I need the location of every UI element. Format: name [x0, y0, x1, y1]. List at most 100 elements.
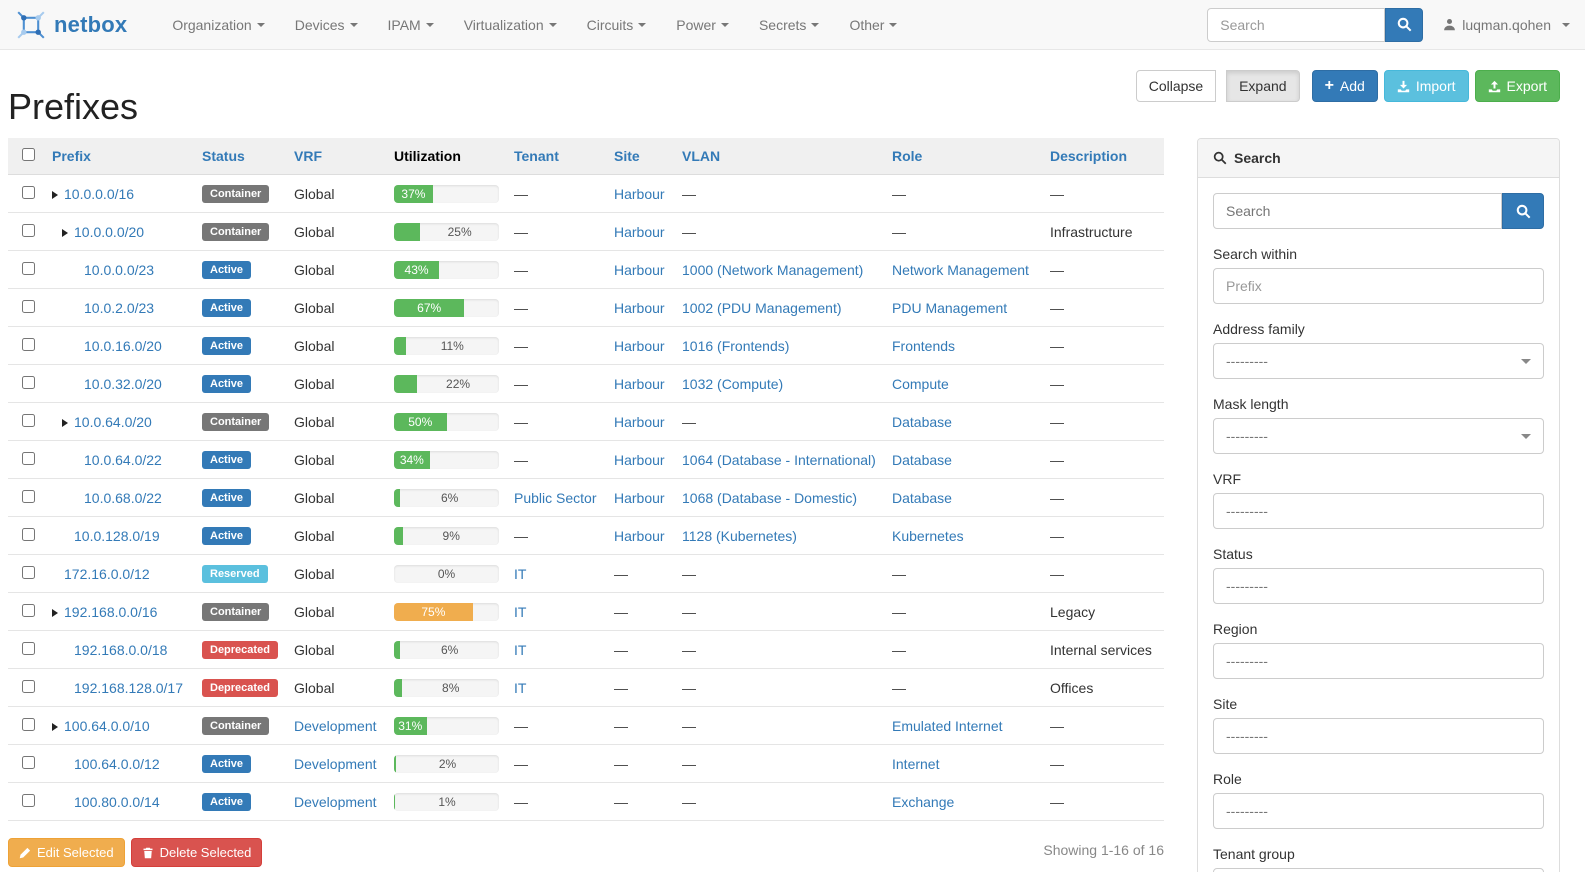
- vlan-link[interactable]: 1000 (Network Management): [682, 261, 864, 278]
- vlan-link[interactable]: 1068 (Database - Domestic): [682, 489, 858, 506]
- nav-menu-power[interactable]: Power: [661, 2, 744, 48]
- role-link[interactable]: Database: [892, 489, 952, 506]
- prefix-link[interactable]: 192.168.0.0/18: [74, 641, 168, 658]
- filter-search-button[interactable]: [1502, 193, 1544, 229]
- column-header-vlan[interactable]: VLAN: [682, 148, 721, 164]
- row-checkbox[interactable]: [22, 451, 35, 465]
- tenant-link[interactable]: IT: [514, 603, 527, 620]
- prefix-link[interactable]: 10.0.0.0/20: [74, 223, 145, 240]
- role-link[interactable]: Internet: [892, 755, 940, 772]
- role-link[interactable]: Exchange: [892, 793, 955, 810]
- site-link[interactable]: Harbour: [614, 451, 665, 468]
- netbox-brand[interactable]: netbox: [15, 9, 127, 41]
- vrf-link[interactable]: Development: [294, 793, 377, 810]
- site-link[interactable]: Harbour: [614, 261, 665, 278]
- filter-select-mask-length[interactable]: ---------: [1213, 418, 1544, 454]
- site-link[interactable]: Harbour: [614, 489, 665, 506]
- row-checkbox[interactable]: [22, 375, 35, 389]
- filter-select-address-family[interactable]: ---------: [1213, 343, 1544, 379]
- site-link[interactable]: Harbour: [614, 413, 665, 430]
- tenant-link[interactable]: Public Sector: [514, 489, 597, 506]
- nav-menu-organization[interactable]: Organization: [157, 2, 279, 48]
- role-link[interactable]: Compute: [892, 375, 949, 392]
- filter-select-status[interactable]: ---------: [1213, 568, 1544, 604]
- prefix-link[interactable]: 10.0.64.0/22: [84, 451, 162, 468]
- prefix-link[interactable]: 10.0.0.0/23: [84, 261, 155, 278]
- row-checkbox[interactable]: [22, 185, 35, 199]
- expand-button[interactable]: Expand: [1226, 70, 1300, 102]
- row-checkbox[interactable]: [22, 337, 35, 351]
- vlan-link[interactable]: 1016 (Frontends): [682, 337, 790, 354]
- column-header-role[interactable]: Role: [892, 148, 923, 164]
- row-checkbox[interactable]: [22, 299, 35, 313]
- role-link[interactable]: Emulated Internet: [892, 717, 1003, 734]
- prefix-link[interactable]: 192.168.128.0/17: [74, 679, 183, 696]
- nav-menu-virtualization[interactable]: Virtualization: [449, 2, 572, 48]
- vlan-link[interactable]: 1128 (Kubernetes): [682, 527, 797, 544]
- tenant-link[interactable]: IT: [514, 565, 527, 582]
- prefix-link[interactable]: 100.64.0.0/10: [64, 717, 150, 734]
- navbar-search-button[interactable]: [1385, 7, 1424, 42]
- export-button[interactable]: Export: [1474, 70, 1560, 102]
- row-checkbox[interactable]: [22, 261, 35, 275]
- vlan-link[interactable]: 1032 (Compute): [682, 375, 784, 392]
- site-link[interactable]: Harbour: [614, 375, 665, 392]
- filter-select-vrf[interactable]: ---------: [1213, 493, 1544, 529]
- prefix-link[interactable]: 10.0.0.0/16: [64, 185, 135, 202]
- role-link[interactable]: Frontends: [892, 337, 956, 354]
- row-checkbox[interactable]: [22, 489, 35, 503]
- add-button[interactable]: + Add: [1311, 70, 1378, 102]
- filter-input-search-within[interactable]: [1213, 268, 1544, 304]
- role-link[interactable]: Database: [892, 413, 952, 430]
- edit-selected-button[interactable]: Edit Selected: [8, 838, 125, 867]
- vlan-link[interactable]: 1064 (Database - International): [682, 451, 876, 468]
- site-link[interactable]: Harbour: [614, 185, 665, 202]
- row-checkbox[interactable]: [22, 793, 35, 807]
- prefix-link[interactable]: 10.0.32.0/20: [84, 375, 162, 392]
- role-link[interactable]: PDU Management: [892, 299, 1008, 316]
- prefix-link[interactable]: 172.16.0.0/12: [64, 565, 150, 582]
- prefix-link[interactable]: 192.168.0.0/16: [64, 603, 158, 620]
- prefix-link[interactable]: 10.0.2.0/23: [84, 299, 155, 316]
- filter-select-region[interactable]: ---------: [1213, 643, 1544, 679]
- prefix-link[interactable]: 10.0.64.0/20: [74, 413, 152, 430]
- collapse-button[interactable]: Collapse: [1135, 70, 1217, 102]
- column-header-vrf[interactable]: VRF: [294, 148, 322, 164]
- prefix-link[interactable]: 100.80.0.0/14: [74, 793, 160, 810]
- prefix-link[interactable]: 100.64.0.0/12: [74, 755, 160, 772]
- row-checkbox[interactable]: [22, 717, 35, 731]
- role-link[interactable]: Database: [892, 451, 952, 468]
- select-all-checkbox[interactable]: [22, 148, 35, 161]
- tenant-link[interactable]: IT: [514, 641, 527, 658]
- prefix-link[interactable]: 10.0.68.0/22: [84, 489, 162, 506]
- nav-menu-circuits[interactable]: Circuits: [572, 2, 662, 48]
- filter-select-tenant-group[interactable]: ---------: [1213, 868, 1544, 872]
- column-header-tenant[interactable]: Tenant: [514, 148, 559, 164]
- role-link[interactable]: Kubernetes: [892, 527, 964, 544]
- import-button[interactable]: Import: [1383, 70, 1469, 102]
- filter-select-role[interactable]: ---------: [1213, 793, 1544, 829]
- nav-menu-devices[interactable]: Devices: [280, 2, 373, 48]
- prefix-link[interactable]: 10.0.128.0/19: [74, 527, 160, 544]
- row-checkbox[interactable]: [22, 413, 35, 427]
- navbar-search-input[interactable]: [1207, 7, 1386, 42]
- filter-select-site[interactable]: ---------: [1213, 718, 1544, 754]
- prefix-link[interactable]: 10.0.16.0/20: [84, 337, 162, 354]
- user-menu[interactable]: luqman.qohen: [1443, 17, 1570, 33]
- vrf-link[interactable]: Development: [294, 755, 377, 772]
- site-link[interactable]: Harbour: [614, 299, 665, 316]
- row-checkbox[interactable]: [22, 223, 35, 237]
- row-checkbox[interactable]: [22, 641, 35, 655]
- delete-selected-button[interactable]: Delete Selected: [130, 838, 263, 867]
- tenant-link[interactable]: IT: [514, 679, 527, 696]
- nav-menu-secrets[interactable]: Secrets: [744, 2, 834, 48]
- nav-menu-other[interactable]: Other: [834, 2, 912, 48]
- row-checkbox[interactable]: [22, 679, 35, 693]
- row-checkbox[interactable]: [22, 527, 35, 541]
- role-link[interactable]: Network Management: [892, 261, 1029, 278]
- row-checkbox[interactable]: [22, 565, 35, 579]
- column-header-site[interactable]: Site: [614, 148, 640, 164]
- vlan-link[interactable]: 1002 (PDU Management): [682, 299, 842, 316]
- vrf-link[interactable]: Development: [294, 717, 377, 734]
- site-link[interactable]: Harbour: [614, 223, 665, 240]
